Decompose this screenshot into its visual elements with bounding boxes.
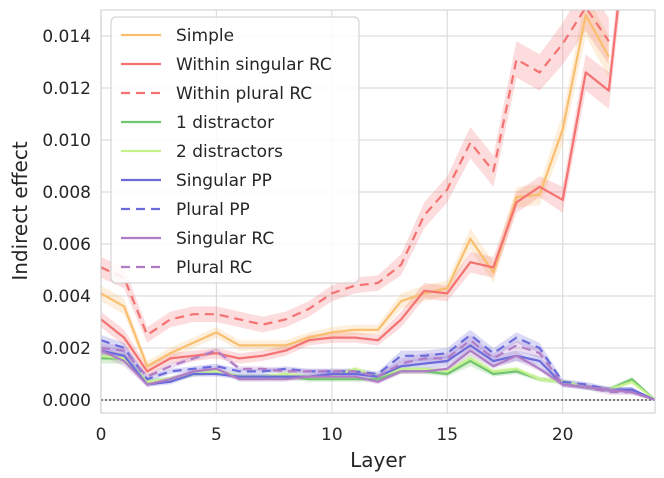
confidence-band — [101, 10, 609, 343]
confidence-band — [101, 350, 655, 400]
tick-labels: 0 5 10 15 20 0.000 0.002 0.004 0.006 0.008 0.010 0.… — [42, 27, 573, 445]
x-tick-label: 0 — [96, 425, 107, 445]
legend-label: 1 distractor — [176, 113, 274, 133]
x-tick-label: 5 — [211, 425, 222, 445]
legend-label: Within plural RC — [176, 84, 312, 104]
legend-label: 2 distractors — [176, 142, 283, 162]
x-tick-label: 15 — [436, 425, 458, 445]
y-tick-label: 0.012 — [42, 79, 91, 99]
series-line — [101, 349, 655, 402]
series-lines — [101, 10, 655, 402]
series-line — [101, 339, 655, 402]
y-tick-label: 0.014 — [42, 27, 91, 47]
series-line — [101, 10, 619, 373]
legend-box — [110, 16, 360, 284]
y-tick-label: 0.006 — [42, 235, 91, 255]
plot-frame — [100, 9, 656, 414]
series-line — [101, 333, 655, 402]
series-line — [101, 10, 610, 337]
y-tick-label: 0.004 — [42, 287, 91, 307]
x-tick-label: 10 — [321, 425, 343, 445]
x-axis-label: Layer — [350, 448, 407, 472]
confidence-band — [101, 329, 655, 400]
legend-label: Singular RC — [176, 229, 274, 249]
confidence-band — [101, 345, 655, 400]
legend-label: Plural PP — [176, 200, 250, 220]
legend-label: Within singular RC — [176, 55, 332, 75]
legend-label: Simple — [176, 26, 234, 46]
confidence-band — [101, 10, 620, 377]
legend: Simple Within singular RC Within plural RC… — [110, 16, 360, 284]
y-axis-label: Indirect effect — [8, 141, 32, 280]
y-tick-label: 0.000 — [42, 391, 91, 411]
legend-label: Plural RC — [176, 258, 252, 278]
y-tick-label: 0.002 — [42, 339, 91, 359]
legend-label: Singular PP — [176, 171, 272, 191]
x-tick-label: 20 — [552, 425, 574, 445]
y-tick-label: 0.010 — [42, 131, 91, 151]
y-tick-label: 0.008 — [42, 183, 91, 203]
